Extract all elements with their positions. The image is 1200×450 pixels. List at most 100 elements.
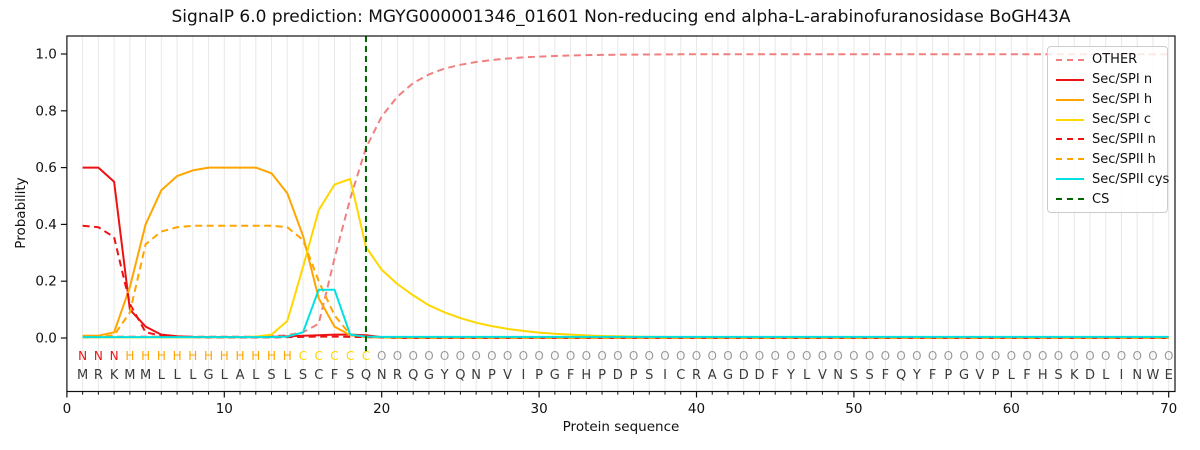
sequence-letter: L: [1008, 368, 1016, 383]
sequence-letter: D: [739, 368, 749, 383]
region-letter: O: [1007, 349, 1016, 363]
sequence-letter: S: [346, 368, 354, 383]
region-letter: O: [408, 349, 417, 363]
legend-line-sample: [1056, 78, 1084, 81]
sequence-letter: D: [613, 368, 623, 383]
region-letter: N: [94, 349, 103, 363]
region-letter: O: [770, 349, 779, 363]
region-letter: C: [362, 349, 370, 363]
sequence-letter: P: [944, 368, 952, 383]
x-tick-label: 0: [63, 401, 72, 417]
series-line-sec-spi-c: [82, 178, 1169, 339]
y-tick-label: 0.8: [35, 103, 56, 119]
sequence-letter: K: [110, 368, 119, 383]
legend-item-cs: CS: [1056, 193, 1159, 206]
region-letter: O: [944, 349, 953, 363]
y-tick-label: 1.0: [35, 47, 56, 63]
sequence-letter: G: [550, 368, 560, 383]
legend-line-sample: [1056, 198, 1084, 201]
region-letter: O: [1101, 349, 1110, 363]
x-axis-label: Protein sequence: [562, 419, 680, 435]
legend-item-other: OTHER: [1056, 53, 1159, 66]
region-letter: O: [1117, 349, 1126, 363]
region-letter: O: [519, 349, 528, 363]
region-letter: H: [283, 349, 292, 363]
region-letter: O: [613, 349, 622, 363]
region-letter: O: [471, 349, 480, 363]
region-letter: O: [645, 349, 654, 363]
sequence-letter: F: [929, 368, 936, 383]
series-line-sec-spii-h: [82, 224, 1169, 339]
x-tick-label: 70: [1160, 401, 1177, 417]
region-letter: O: [440, 349, 449, 363]
region-letter: N: [110, 349, 119, 363]
legend-label: Sec/SPI h: [1092, 92, 1153, 108]
sequence-letter: F: [567, 368, 574, 383]
sequence-letter: A: [708, 368, 717, 383]
x-tick-label: 30: [531, 401, 548, 417]
sequence-letter: F: [771, 368, 778, 383]
region-letter: H: [173, 349, 182, 363]
series-line-sec-spii-cys: [82, 288, 1169, 339]
sequence-letter: P: [535, 368, 543, 383]
legend-label: Sec/SPI c: [1092, 112, 1151, 128]
sequence-letter: L: [221, 368, 229, 383]
sequence-letter: V: [975, 368, 984, 383]
sequence-letter: L: [252, 368, 260, 383]
region-letter: O: [1132, 349, 1141, 363]
region-letter: O: [1164, 349, 1173, 363]
legend: OTHER Sec/SPI n Sec/SPI h Sec/SPI c Sec/SPII…: [1047, 46, 1169, 213]
sequence-letter: I: [663, 368, 667, 383]
region-letter: O: [833, 349, 842, 363]
region-letter: O: [534, 349, 543, 363]
sequence-letter: C: [314, 368, 323, 383]
series-line-other: [82, 53, 1169, 338]
sequence-letter: L: [173, 368, 181, 383]
region-letter: O: [755, 349, 764, 363]
region-letter: O: [487, 349, 496, 363]
x-tick-label: 50: [845, 401, 862, 417]
region-letter: H: [141, 349, 150, 363]
sequence-letter: G: [204, 368, 214, 383]
sequence-letter: Q: [408, 368, 418, 383]
region-letter: H: [157, 349, 166, 363]
legend-line-sample: [1056, 158, 1084, 161]
legend-label: CS: [1092, 191, 1110, 207]
legend-line-sample: [1056, 118, 1084, 121]
region-letter: H: [267, 349, 276, 363]
region-letter: O: [928, 349, 937, 363]
sequence-letter: Q: [896, 368, 906, 383]
region-letter: O: [660, 349, 669, 363]
sequence-letter: H: [1038, 368, 1048, 383]
region-letter: O: [849, 349, 858, 363]
region-letter: O: [456, 349, 465, 363]
legend-item-sec-spi-h: Sec/SPI h: [1056, 93, 1159, 106]
region-letter: O: [959, 349, 968, 363]
sequence-letter: R: [692, 368, 701, 383]
sequence-letter: V: [503, 368, 512, 383]
region-letter: O: [896, 349, 905, 363]
region-letter: O: [424, 349, 433, 363]
region-letter: O: [975, 349, 984, 363]
region-letter: O: [723, 349, 732, 363]
legend-line-sample: [1056, 98, 1084, 101]
region-letter: O: [786, 349, 795, 363]
x-tick-label: 40: [688, 401, 705, 417]
legend-label: Sec/SPII h: [1092, 151, 1156, 167]
region-letter: H: [220, 349, 229, 363]
sequence-letter: S: [645, 368, 653, 383]
sequence-letter: Y: [912, 368, 921, 383]
sequence-letter: P: [630, 368, 638, 383]
region-letter: O: [739, 349, 748, 363]
sequence-letter: Q: [455, 368, 465, 383]
sequence-letter: N: [1132, 368, 1142, 383]
sequence-letter: G: [959, 368, 969, 383]
region-letter: O: [550, 349, 559, 363]
x-tick-label: 10: [216, 401, 233, 417]
series-line-sec-spii-n: [82, 224, 1169, 339]
region-letter: O: [629, 349, 638, 363]
sequence-letter: S: [1054, 368, 1062, 383]
sequence-letter: R: [393, 368, 402, 383]
region-letter: H: [251, 349, 260, 363]
sequence-letter: C: [676, 368, 685, 383]
